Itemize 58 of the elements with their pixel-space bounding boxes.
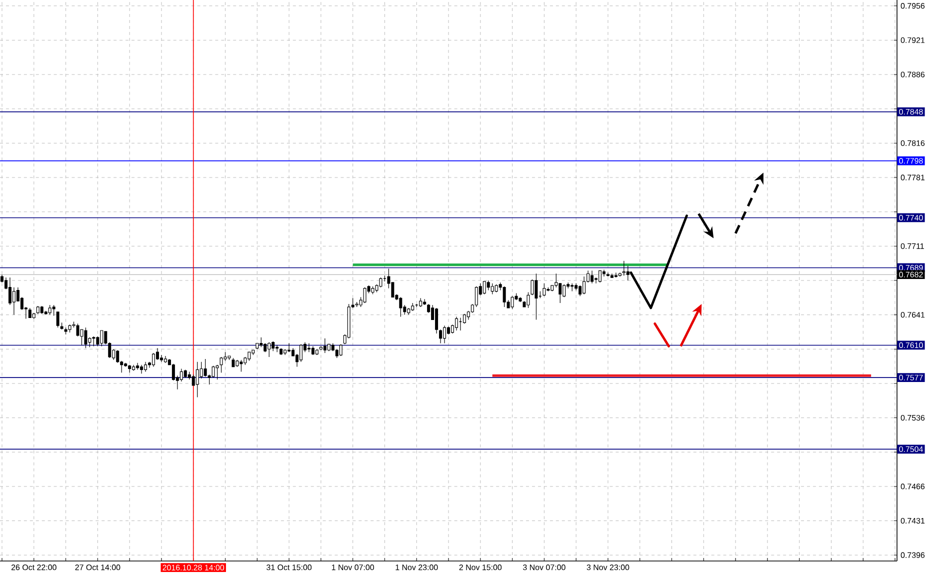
candlestick [28,308,32,318]
candlestick [8,277,12,306]
candlestick [562,284,566,298]
candlestick [443,325,446,344]
candlestick [534,273,538,320]
candlestick [196,362,199,398]
candlestick [300,344,302,362]
candlestick [272,340,275,352]
candlestick [490,283,494,295]
candlestick [240,360,243,372]
candlestick [399,296,402,318]
candlestick [52,304,56,316]
candlestick [160,354,163,362]
candlestick [363,287,366,304]
candlestick [204,358,207,377]
candlestick [12,287,16,316]
candlestick [216,364,219,380]
candlestick [526,292,530,308]
candlestick [140,364,144,374]
candlestick [435,308,438,334]
candlestick [56,312,60,328]
candlestick [590,270,594,284]
candlestick [144,362,148,372]
candlestick [212,366,215,378]
candlestick [172,364,175,381]
candlestick [268,342,271,358]
candlestick [180,368,183,382]
candlestick [439,329,442,344]
candlestick [486,280,490,291]
candlestick [307,342,310,352]
candlestick [339,344,342,356]
candlestick [530,279,534,296]
candlestick [558,283,562,304]
candlestick [482,281,486,295]
candlestick [454,316,458,331]
candlestick [578,285,582,296]
candlestick [116,350,120,364]
candlestick [462,314,466,324]
candlestick [542,283,546,296]
candlestick [136,362,140,370]
candlestick [220,356,223,373]
candlestick [100,330,104,346]
candlestick [92,336,96,346]
candlestick [84,327,88,348]
candlestick [76,323,80,337]
candlestick [80,329,84,346]
candlestick [379,277,382,288]
candlestick [598,270,602,283]
candlestick [622,260,626,276]
candlestick [502,286,506,308]
candlestick [288,342,291,352]
candlestick [582,276,586,295]
candlestick [323,338,326,354]
candlestick [510,296,514,310]
candlestick [48,304,52,316]
candlestick [614,272,618,278]
candlestick [260,337,263,348]
candlestick [152,352,155,368]
